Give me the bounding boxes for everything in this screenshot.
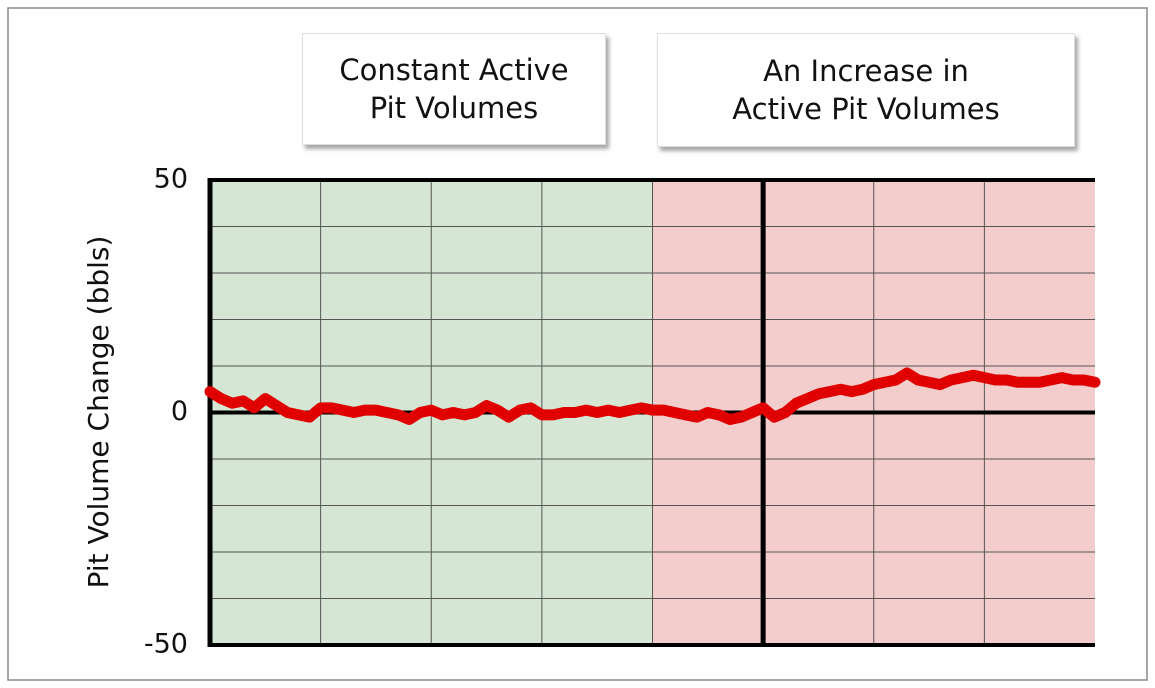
y-tick-label: 0: [171, 396, 188, 427]
y-tick-label: 50: [154, 164, 188, 195]
y-tick-label: -50: [144, 629, 188, 660]
region-label: An Increase in Active Pit Volumes: [657, 33, 1075, 147]
region-label: Constant Active Pit Volumes: [302, 33, 606, 145]
data-line: [204, 367, 1101, 425]
y-axis-label: Pit Volume Change (bbls): [82, 236, 115, 589]
